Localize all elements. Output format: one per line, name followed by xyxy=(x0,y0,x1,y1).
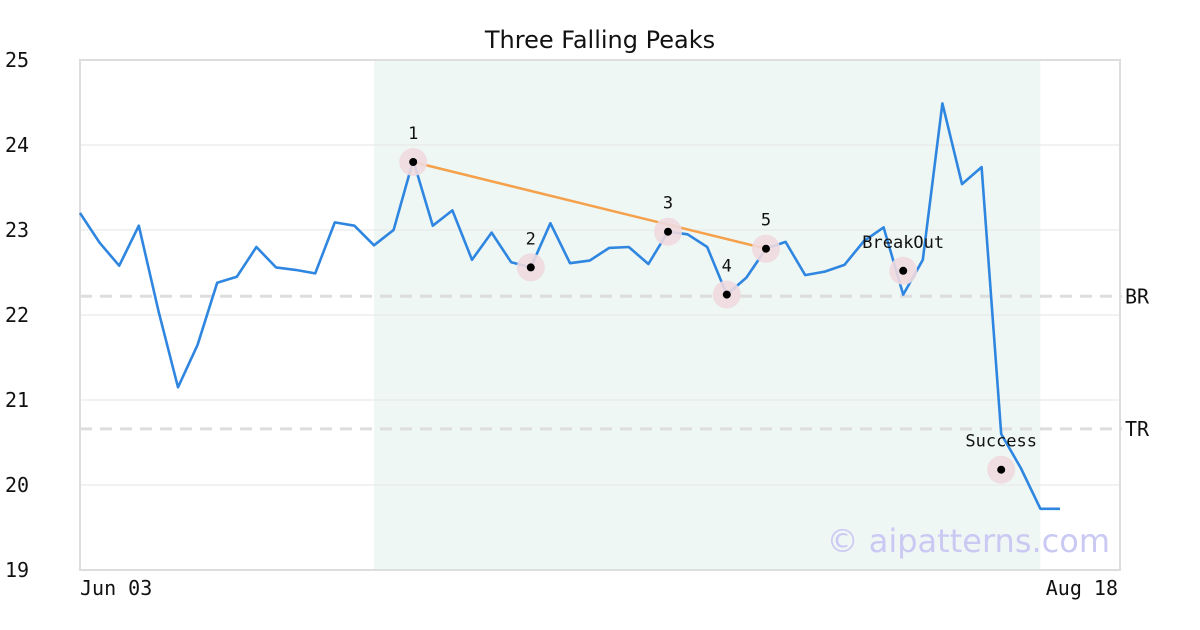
y-tick-label: 24 xyxy=(5,133,29,157)
x-tick-label-start: Jun 03 xyxy=(80,576,152,600)
plot-frame xyxy=(79,59,1121,571)
y-tick-label: 22 xyxy=(5,303,29,327)
y-tick-label: 20 xyxy=(5,473,29,497)
point-dot xyxy=(722,290,731,299)
point-dot xyxy=(664,227,672,236)
point-label-2: 2 xyxy=(526,229,536,249)
hline-label-br: BR xyxy=(1125,284,1150,308)
chart-title: Three Falling Peaks xyxy=(484,26,715,54)
y-tick-label: 23 xyxy=(5,218,29,242)
point-marker-2: 2 xyxy=(516,229,545,282)
point-marker-3: 3 xyxy=(654,194,682,246)
point-label-3: 3 xyxy=(663,194,673,214)
y-tick-label: 19 xyxy=(5,558,29,582)
hline-label-tr: TR xyxy=(1125,417,1150,441)
point-dot xyxy=(762,244,770,253)
point-label-breakout: BreakOut xyxy=(862,233,944,253)
watermark-text: © aipatterns.com xyxy=(827,522,1110,560)
point-label-5: 5 xyxy=(761,211,771,231)
point-marker-success: Success xyxy=(965,432,1037,484)
point-label-1: 1 xyxy=(408,124,418,144)
point-dot xyxy=(409,158,418,166)
y-tick-label: 25 xyxy=(5,48,29,72)
point-marker-1: 1 xyxy=(399,124,428,176)
point-label-success: Success xyxy=(965,432,1037,452)
point-marker-4: 4 xyxy=(712,257,741,309)
point-dot xyxy=(526,263,535,272)
point-label-4: 4 xyxy=(722,257,732,277)
point-marker-5: 5 xyxy=(752,211,780,263)
point-dot xyxy=(899,266,908,275)
point-marker-breakout: BreakOut xyxy=(862,233,944,285)
trend-line xyxy=(412,160,767,250)
x-tick-label-end: Aug 18 xyxy=(1046,576,1118,600)
point-dot xyxy=(997,465,1006,474)
y-tick-label: 21 xyxy=(5,388,29,412)
